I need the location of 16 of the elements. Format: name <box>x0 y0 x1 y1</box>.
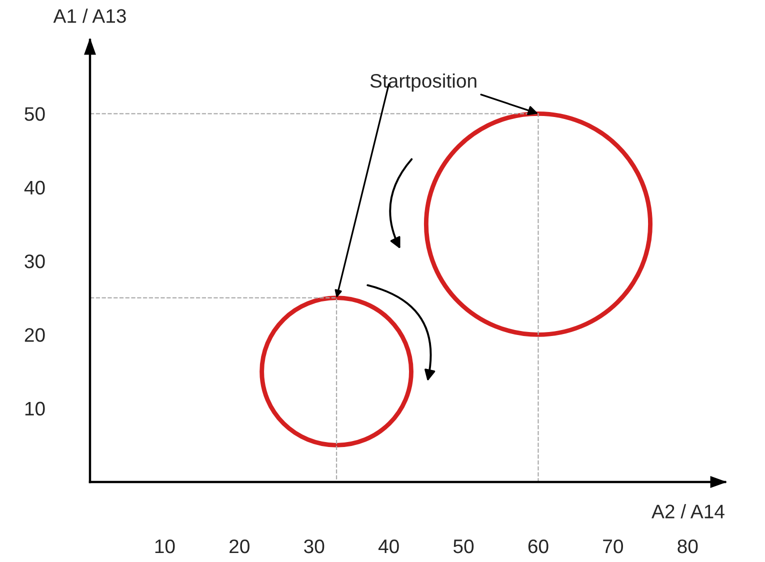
y-tick-label: 10 <box>25 402 45 416</box>
x-tick-label: 50 <box>453 539 474 554</box>
x-tick-label: 30 <box>304 539 324 554</box>
y-tick-label: 30 <box>24 254 45 268</box>
annotation: Startposition <box>370 73 476 92</box>
x-tick-label: 20 <box>230 539 250 554</box>
x-tick-label: 40 <box>378 539 399 554</box>
x-tick-label: 70 <box>603 539 623 554</box>
x-tick-label: 60 <box>528 539 548 554</box>
y-tick-label: 20 <box>24 328 45 342</box>
x-tick-label: 10 <box>155 539 175 554</box>
y-tick-label: 40 <box>24 180 45 195</box>
y-axis-title: A1 / A13 <box>53 8 126 23</box>
x-axis-title: A2 / A14 <box>652 504 724 518</box>
y-tick-label: 50 <box>24 107 45 121</box>
x-tick-label: 80 <box>678 539 698 554</box>
